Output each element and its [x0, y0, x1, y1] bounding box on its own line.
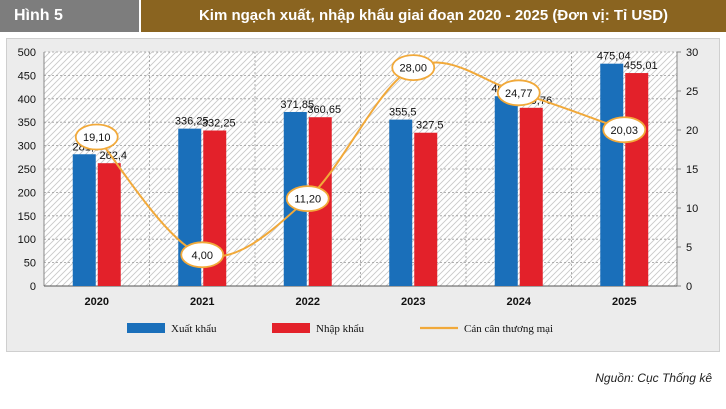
export-bar	[72, 154, 96, 286]
y2-tick-label: 20	[686, 125, 698, 137]
x-axis: 2020 2021 2022 2023 2024 2025	[44, 285, 677, 308]
x-tick-label: 2020	[85, 296, 109, 308]
legend-export-label: Xuất khẩu	[171, 323, 217, 335]
balance-point	[285, 185, 330, 213]
export-value-label: 336,25	[175, 116, 209, 128]
legend-export-swatch	[127, 323, 165, 333]
x-tick-label: 2023	[401, 296, 425, 308]
y2-tick-label: 15	[686, 164, 698, 176]
y2-tick-label: 0	[686, 281, 692, 293]
y-tick-label: 350	[18, 117, 36, 129]
balance-value-label: 28,00	[399, 63, 427, 75]
bar-series	[72, 63, 649, 287]
balance-value-label: 20,03	[610, 125, 638, 137]
import-bar	[519, 107, 543, 286]
y-tick-label: 150	[18, 211, 36, 223]
export-bar	[389, 119, 413, 286]
x-tick-label: 2024	[507, 296, 532, 308]
y2-tick-label: 30	[686, 47, 698, 59]
export-value-label: 355,5	[389, 107, 417, 119]
import-value-label: 360,65	[307, 104, 341, 116]
balance-value-label: 4,00	[192, 250, 213, 262]
gridlines	[44, 51, 677, 287]
balance-value-label: 24,77	[505, 88, 533, 100]
balance-value-label: 19,10	[83, 132, 111, 144]
legend: Xuất khẩu Nhập khẩu Cán cân thương mại	[127, 323, 553, 335]
legend-balance-label: Cán cân thương mại	[464, 323, 553, 335]
import-bar	[625, 73, 649, 286]
import-value-label: 332,25	[202, 118, 236, 130]
y-tick-label: 400	[18, 94, 36, 106]
y-tick-label: 100	[18, 234, 36, 246]
source-note: Nguồn: Cục Thống kê	[595, 371, 712, 385]
x-tick-label: 2021	[190, 296, 214, 308]
export-value-label: 371,85	[280, 99, 314, 111]
y-tick-label: 300	[18, 141, 36, 153]
figure-header: Hình 5 Kim ngạch xuất, nhập khẩu giai đo…	[0, 0, 726, 32]
right-axis: 0 5 10 15 20 25 30	[676, 47, 698, 293]
import-value-label: 327,5	[416, 120, 444, 132]
x-tick-label: 2022	[296, 296, 320, 308]
balance-value-label: 11,20	[294, 194, 321, 206]
export-bar	[600, 63, 624, 287]
y-tick-label: 50	[24, 258, 36, 270]
balance-point	[180, 241, 225, 269]
balance-point	[74, 123, 119, 151]
export-bar	[494, 96, 518, 286]
y2-tick-label: 10	[686, 203, 698, 215]
y2-tick-label: 25	[686, 86, 698, 98]
legend-import-swatch	[272, 323, 310, 333]
left-axis: 0 50 100 150 200 250 300 350 400 450 500	[18, 47, 45, 293]
balance-line-series: 19,10 4,00 11,20 28,00 24,77 20,03	[74, 54, 647, 269]
import-value-label: 455,01	[624, 60, 658, 72]
import-bar	[97, 163, 121, 286]
figure-title: Kim ngạch xuất, nhập khẩu giai đoạn 2020…	[141, 0, 726, 32]
x-tick-label: 2025	[612, 296, 636, 308]
y-tick-label: 500	[18, 47, 36, 59]
balance-point	[602, 116, 647, 144]
balance-point	[391, 54, 436, 81]
y-tick-label: 0	[30, 281, 36, 293]
legend-import-label: Nhập khẩu	[316, 323, 364, 335]
balance-point	[496, 79, 541, 107]
import-bar	[414, 132, 438, 286]
y-tick-label: 250	[18, 164, 36, 176]
import-value-label: 262,4	[99, 150, 127, 162]
y-tick-label: 200	[18, 187, 36, 199]
y-tick-label: 450	[18, 70, 36, 82]
y2-tick-label: 5	[686, 242, 692, 254]
figure-number: Hình 5	[0, 0, 139, 32]
export-value-label: 475,04	[597, 51, 631, 63]
